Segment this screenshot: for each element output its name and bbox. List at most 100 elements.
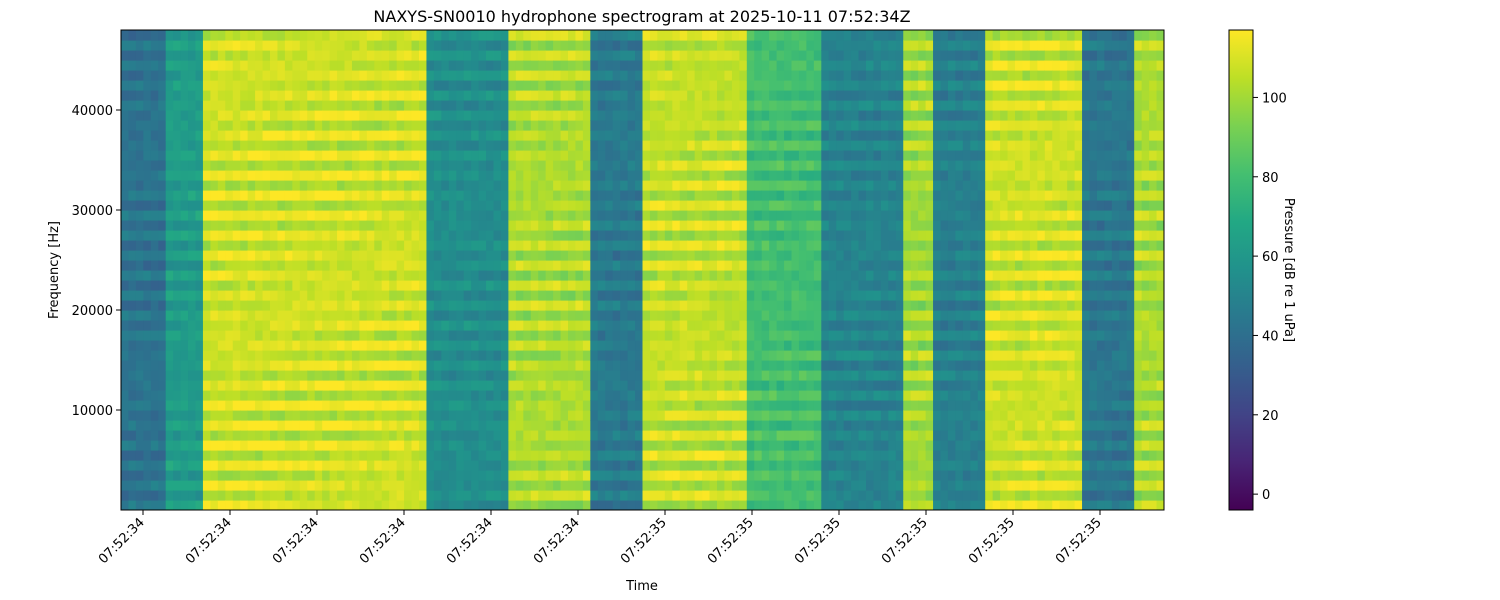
heatmap-cell xyxy=(150,310,159,321)
heatmap-cell xyxy=(247,190,256,201)
heatmap-cell xyxy=(605,70,614,81)
heatmap-cell xyxy=(709,430,718,441)
heatmap-cell xyxy=(806,230,815,241)
heatmap-cell xyxy=(441,330,450,341)
heatmap-cell xyxy=(784,440,793,451)
heatmap-cell xyxy=(493,370,502,381)
heatmap-cell xyxy=(739,270,748,281)
heatmap-cell xyxy=(419,430,428,441)
heatmap-cell xyxy=(284,50,293,61)
heatmap-cell xyxy=(448,110,457,121)
heatmap-cell xyxy=(150,430,159,441)
heatmap-cell xyxy=(717,400,726,411)
heatmap-cell xyxy=(828,240,837,251)
heatmap-cell xyxy=(404,110,413,121)
heatmap-cell xyxy=(568,290,577,301)
heatmap-cell xyxy=(560,450,569,461)
heatmap-cell xyxy=(538,170,547,181)
heatmap-cell xyxy=(851,440,860,451)
heatmap-cell xyxy=(351,450,360,461)
heatmap-cell xyxy=(180,470,189,481)
heatmap-cell xyxy=(851,180,860,191)
heatmap-cell xyxy=(843,270,852,281)
heatmap-cell xyxy=(851,90,860,101)
heatmap-cell xyxy=(769,200,778,211)
heatmap-cell xyxy=(359,300,368,311)
heatmap-cell xyxy=(389,120,398,131)
heatmap-cell xyxy=(433,100,442,111)
heatmap-cell xyxy=(858,200,867,211)
heatmap-cell xyxy=(165,300,174,311)
heatmap-cell xyxy=(880,40,889,51)
heatmap-cell xyxy=(769,400,778,411)
heatmap-cell xyxy=(217,460,226,471)
heatmap-cell xyxy=(627,160,636,171)
heatmap-cell xyxy=(135,260,144,271)
heatmap-cell xyxy=(888,370,897,381)
heatmap-cell xyxy=(366,290,375,301)
heatmap-cell xyxy=(500,490,509,501)
heatmap-cell xyxy=(299,90,308,101)
heatmap-cell xyxy=(836,340,845,351)
heatmap-cell xyxy=(344,150,353,161)
heatmap-cell xyxy=(806,210,815,221)
heatmap-cell xyxy=(538,310,547,321)
heatmap-cell xyxy=(262,80,271,91)
heatmap-cell xyxy=(821,100,830,111)
heatmap-cell xyxy=(195,340,204,351)
heatmap-cell xyxy=(165,480,174,491)
heatmap-cell xyxy=(441,340,450,351)
heatmap-cell xyxy=(575,130,584,141)
heatmap-cell xyxy=(143,170,152,181)
heatmap-cell xyxy=(649,120,658,131)
heatmap-cell xyxy=(493,230,502,241)
heatmap-cell xyxy=(888,160,897,171)
heatmap-cell xyxy=(426,490,435,501)
heatmap-cell xyxy=(337,120,346,131)
heatmap-cell xyxy=(351,220,360,231)
heatmap-cell xyxy=(121,180,130,191)
heatmap-cell xyxy=(135,400,144,411)
heatmap-cell xyxy=(471,300,480,311)
heatmap-cell xyxy=(210,200,219,211)
heatmap-cell xyxy=(590,50,599,61)
heatmap-cell xyxy=(225,100,234,111)
heatmap-cell xyxy=(225,140,234,151)
heatmap-cell xyxy=(366,210,375,221)
heatmap-cell xyxy=(821,440,830,451)
heatmap-cell xyxy=(240,250,249,261)
heatmap-cell xyxy=(508,90,517,101)
heatmap-cell xyxy=(277,140,286,151)
heatmap-cell xyxy=(381,180,390,191)
heatmap-cell xyxy=(433,200,442,211)
heatmap-cell xyxy=(538,330,547,341)
heatmap-cell xyxy=(724,80,733,91)
heatmap-cell xyxy=(404,480,413,491)
heatmap-cell xyxy=(776,270,785,281)
heatmap-cell xyxy=(724,150,733,161)
heatmap-cell xyxy=(396,80,405,91)
heatmap-cell xyxy=(575,390,584,401)
heatmap-cell xyxy=(590,290,599,301)
heatmap-cell xyxy=(761,390,770,401)
heatmap-cell xyxy=(888,120,897,131)
heatmap-cell xyxy=(694,300,703,311)
heatmap-cell xyxy=(344,330,353,341)
heatmap-cell xyxy=(381,150,390,161)
heatmap-cell xyxy=(344,400,353,411)
heatmap-cell xyxy=(620,240,629,251)
heatmap-cell xyxy=(150,360,159,371)
heatmap-cell xyxy=(255,350,264,361)
heatmap-cell xyxy=(702,30,711,41)
heatmap-cell xyxy=(664,180,673,191)
heatmap-cell xyxy=(359,360,368,371)
heatmap-cell xyxy=(739,180,748,191)
heatmap-cell xyxy=(657,170,666,181)
heatmap-cell xyxy=(165,200,174,211)
heatmap-cell xyxy=(456,210,465,221)
heatmap-cell xyxy=(649,70,658,81)
heatmap-cell xyxy=(568,150,577,161)
heatmap-cell xyxy=(158,250,167,261)
heatmap-cell xyxy=(530,210,539,221)
heatmap-cell xyxy=(635,410,644,421)
